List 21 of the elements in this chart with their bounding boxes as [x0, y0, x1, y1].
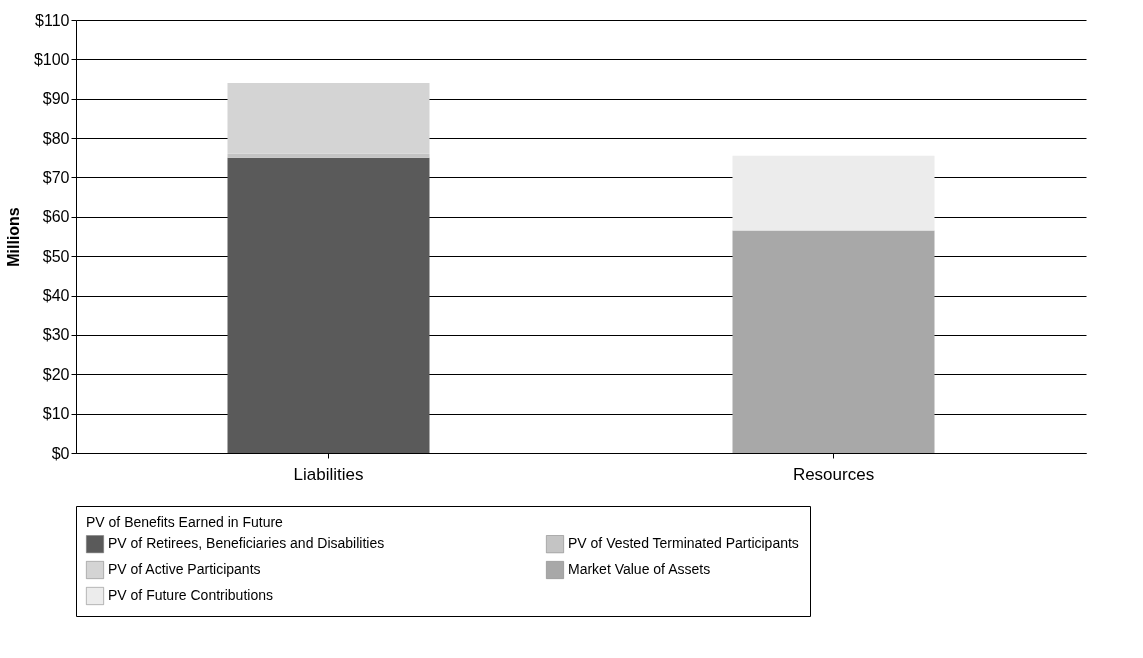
y-tick-label: $60 — [42, 208, 70, 226]
legend-label: PV of Active Participants — [108, 561, 261, 577]
y-tick-label: $80 — [42, 129, 70, 147]
y-tick-label: $110 — [35, 11, 70, 29]
y-tick-label: $70 — [42, 168, 70, 186]
y-tick-label: $90 — [42, 90, 70, 108]
y-tick-label: $10 — [42, 405, 70, 423]
y-tick-label: $40 — [42, 287, 70, 305]
legend-label: PV of Retirees, Beneficiaries and Disabilities — [108, 535, 385, 552]
x-tick-label: Resources — [792, 464, 875, 484]
legend-label: PV of Vested Terminated Participants — [568, 535, 799, 552]
legend-title: PV of Benefits Earned in Future — [86, 514, 284, 530]
legend-label: PV of Future Contributions — [108, 587, 273, 603]
y-tick-label: $100 — [33, 50, 70, 68]
y-tick-label: $20 — [42, 365, 70, 383]
legend-label: Market Value of Assets — [568, 561, 711, 577]
y-tick-label: $50 — [42, 247, 70, 265]
y-axis-title: Millions — [4, 207, 22, 267]
x-tick-label: Liabilities — [293, 464, 364, 484]
y-tick-label: $0 — [51, 444, 70, 462]
y-tick-label: $30 — [42, 326, 70, 344]
